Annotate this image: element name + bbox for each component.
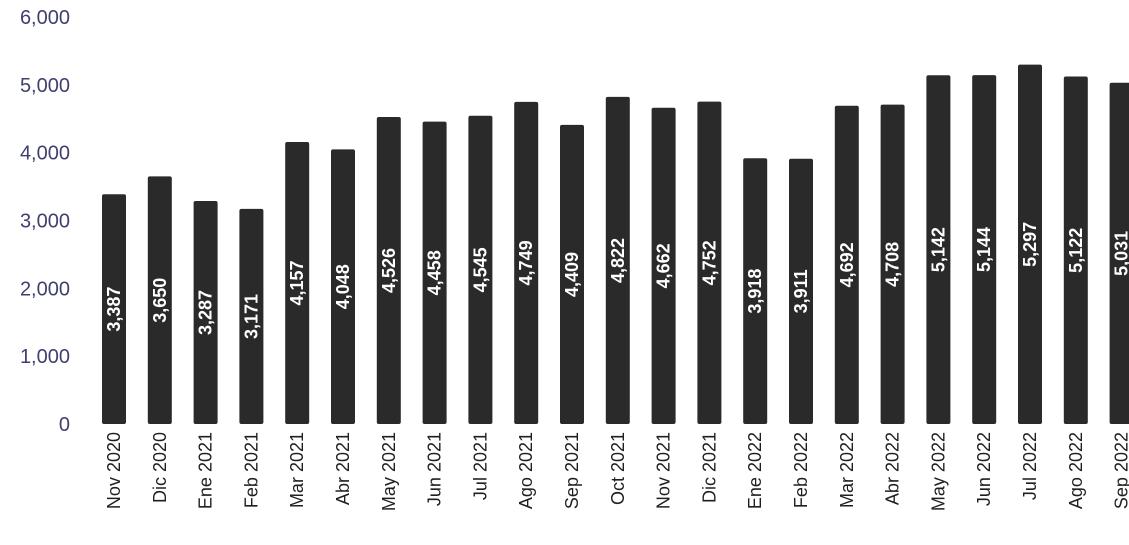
y-tick-label: 3,000: [20, 211, 70, 233]
bar-value-label: 4,749: [516, 240, 536, 285]
y-axis: 0 1,000 2,000 3,000 4,000 5,000 6,000: [20, 7, 70, 436]
bar: [376, 116, 401, 425]
x-tick-label: Mar 2021: [287, 432, 307, 508]
bar-value-label: 5,031: [1112, 231, 1129, 276]
bar: [834, 105, 859, 424]
bar: [926, 75, 951, 425]
x-tick-label: Abr 2021: [333, 432, 353, 505]
bar: [789, 158, 813, 424]
bar-value-label: 3,287: [196, 290, 216, 335]
bar: [880, 104, 905, 425]
x-tick-label: Abr 2022: [883, 432, 903, 505]
bar: [193, 201, 218, 424]
x-tick-label: Nov 2021: [654, 432, 674, 509]
bar-value-label: 5,122: [1066, 228, 1086, 273]
x-tick-label: Ene 2022: [745, 432, 765, 509]
bar-value-label: 4,458: [425, 250, 445, 295]
bar-value-label: 3,387: [104, 287, 124, 332]
bar-value-label: 4,692: [837, 242, 857, 287]
bar: [651, 107, 676, 425]
x-tick-label: May 2022: [928, 432, 948, 511]
bar: [1063, 76, 1088, 424]
y-tick-label: 4,000: [20, 143, 70, 165]
x-tick-label: Jun 2021: [425, 432, 445, 506]
bar: [422, 121, 447, 424]
bar-value-label: 4,708: [883, 242, 903, 287]
x-tick-label: Ene 2021: [196, 432, 216, 509]
bar-value-label: 4,157: [287, 260, 307, 305]
bar-value-label: 4,752: [699, 240, 719, 285]
bar-value-label: 5,144: [974, 227, 994, 272]
x-tick-label: Oct 2021: [608, 432, 628, 505]
x-tick-label: Dic 2020: [150, 432, 170, 503]
y-tick-label: 1,000: [20, 346, 70, 368]
bar: [1018, 64, 1042, 425]
x-tick-label: Nov 2020: [104, 432, 124, 509]
bar-value-label: 5,297: [1020, 222, 1040, 267]
bar-value-label: 4,048: [333, 264, 353, 309]
bar: [147, 176, 172, 424]
bar-value-label: 3,918: [745, 269, 765, 314]
bar: [560, 124, 584, 424]
x-tick-label: Jun 2022: [974, 432, 994, 506]
x-tick-label: Ago 2021: [516, 432, 536, 509]
bar-value-label: 4,662: [654, 243, 674, 288]
bar-value-label: 3,171: [241, 294, 261, 339]
bar-value-label: 4,526: [379, 248, 399, 293]
x-tick-label: Dic 2021: [699, 432, 719, 503]
bar: [697, 101, 722, 424]
bar: [743, 158, 768, 424]
bar: [468, 115, 493, 424]
x-tick-label: Ago 2022: [1066, 432, 1086, 509]
x-tick-label: Mar 2022: [837, 432, 857, 508]
x-tick-label: May 2021: [379, 432, 399, 511]
x-tick-label: Jul 2022: [1020, 432, 1040, 500]
bar-value-label: 4,409: [562, 252, 582, 297]
bar-value-label: 4,545: [470, 247, 490, 292]
bar: [605, 96, 630, 425]
bar: [102, 194, 126, 424]
bar: [285, 142, 310, 424]
x-tick-label: Sep 2021: [562, 432, 582, 509]
bars: 3,387 3,650 3,287 3,171 4,157 4,048 4,526 4,458…: [102, 64, 1129, 425]
x-tick-label: Feb 2021: [241, 432, 261, 508]
bar: [1109, 82, 1129, 424]
x-axis: Nov 2020 Dic 2020 Ene 2021 Feb 2021 Mar 2021…: [104, 432, 1129, 511]
y-tick-label: 6,000: [20, 7, 70, 29]
bar-value-label: 3,650: [150, 278, 170, 323]
bar: [331, 149, 355, 425]
bar-value-label: 4,822: [608, 238, 628, 283]
x-tick-label: Sep 2022: [1112, 432, 1129, 509]
bar-value-label: 3,911: [791, 269, 811, 313]
bar: [239, 208, 264, 424]
x-tick-label: Feb 2022: [791, 432, 811, 508]
bar: [972, 75, 997, 424]
y-tick-label: 5,000: [20, 75, 70, 97]
y-tick-label: 0: [59, 414, 70, 436]
bar: [514, 101, 539, 424]
x-tick-label: Jul 2021: [470, 432, 490, 500]
bar-value-label: 5,142: [928, 227, 948, 272]
y-tick-label: 2,000: [20, 278, 70, 300]
